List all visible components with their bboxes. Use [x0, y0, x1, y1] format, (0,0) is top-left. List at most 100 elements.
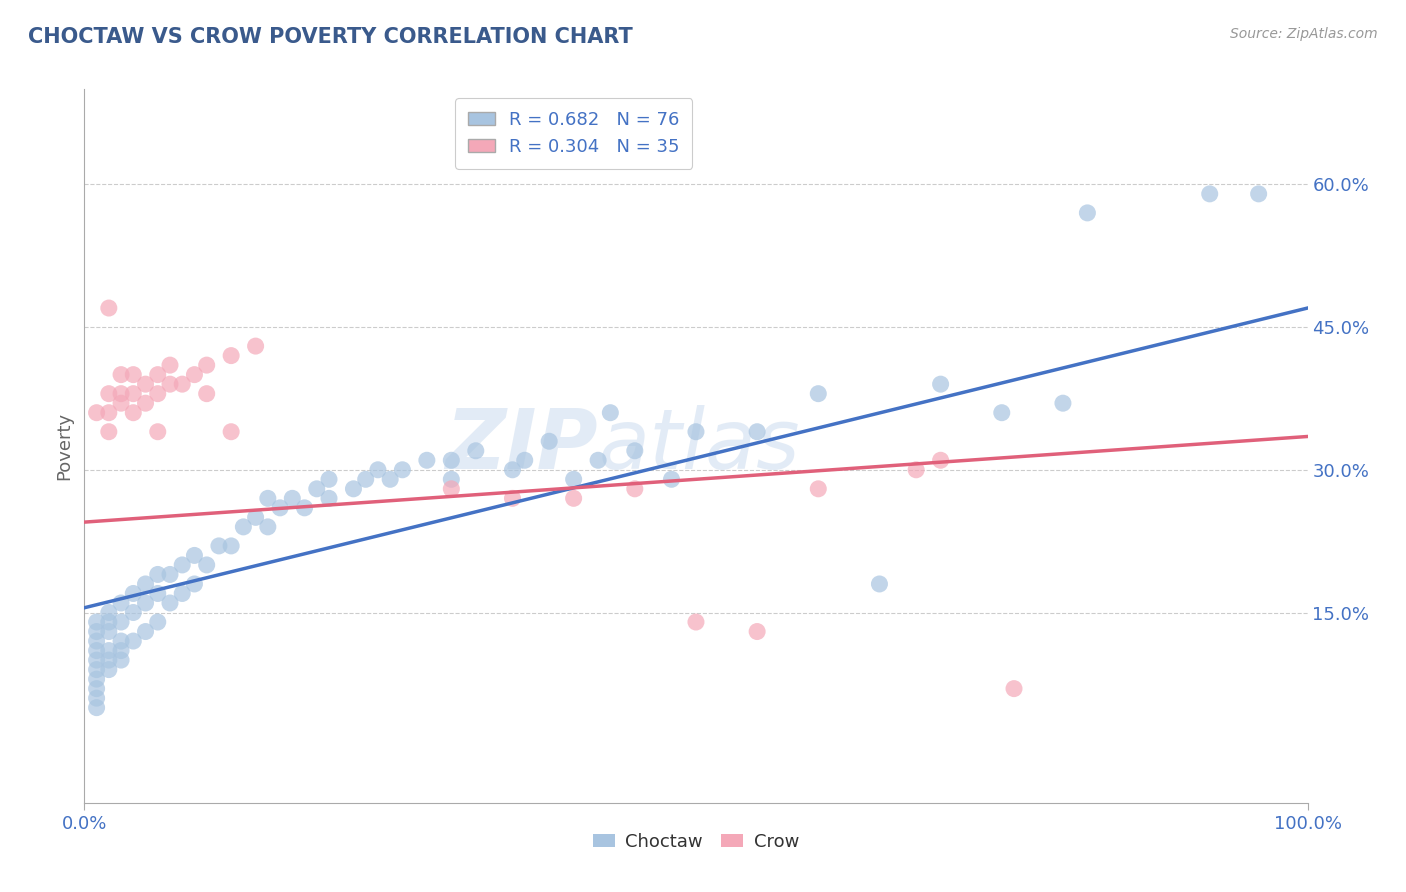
- Point: [1076, 206, 1098, 220]
- Point: [110, 396, 132, 410]
- Point: [86, 691, 108, 706]
- Point: [135, 624, 157, 639]
- Point: [86, 672, 108, 686]
- Point: [86, 643, 108, 657]
- Point: [183, 368, 205, 382]
- Point: [354, 472, 377, 486]
- Point: [86, 681, 108, 696]
- Point: [110, 615, 132, 629]
- Point: [122, 586, 145, 600]
- Point: [159, 377, 181, 392]
- Point: [110, 368, 132, 382]
- Point: [110, 386, 132, 401]
- Point: [380, 472, 402, 486]
- Point: [122, 406, 145, 420]
- Point: [440, 482, 463, 496]
- Text: CHOCTAW VS CROW POVERTY CORRELATION CHART: CHOCTAW VS CROW POVERTY CORRELATION CHAR…: [28, 27, 633, 46]
- Text: ZIP: ZIP: [446, 406, 598, 486]
- Point: [929, 453, 952, 467]
- Point: [122, 634, 145, 648]
- Point: [86, 653, 108, 667]
- Point: [97, 615, 120, 629]
- Point: [97, 425, 120, 439]
- Point: [195, 558, 218, 572]
- Point: [97, 606, 120, 620]
- Point: [183, 549, 205, 563]
- Point: [146, 368, 169, 382]
- Point: [195, 386, 218, 401]
- Point: [391, 463, 413, 477]
- Point: [685, 425, 707, 439]
- Point: [86, 624, 108, 639]
- Text: atlas: atlas: [598, 406, 800, 486]
- Point: [305, 482, 328, 496]
- Point: [159, 358, 181, 372]
- Point: [219, 349, 242, 363]
- Point: [929, 377, 952, 392]
- Point: [562, 491, 585, 506]
- Point: [1052, 396, 1074, 410]
- Point: [416, 453, 439, 467]
- Point: [110, 643, 132, 657]
- Point: [110, 596, 132, 610]
- Point: [869, 577, 891, 591]
- Point: [257, 491, 280, 506]
- Point: [97, 301, 120, 315]
- Point: [172, 586, 194, 600]
- Point: [135, 577, 157, 591]
- Point: [367, 463, 389, 477]
- Point: [172, 377, 194, 392]
- Y-axis label: Poverty: Poverty: [55, 412, 73, 480]
- Point: [807, 482, 830, 496]
- Point: [86, 700, 108, 714]
- Point: [562, 472, 585, 486]
- Point: [464, 443, 486, 458]
- Point: [135, 596, 157, 610]
- Point: [86, 406, 108, 420]
- Point: [135, 396, 157, 410]
- Point: [245, 339, 267, 353]
- Point: [1247, 186, 1270, 201]
- Point: [146, 386, 169, 401]
- Point: [159, 567, 181, 582]
- Point: [208, 539, 231, 553]
- Point: [807, 386, 830, 401]
- Point: [599, 406, 621, 420]
- Point: [685, 615, 707, 629]
- Point: [183, 577, 205, 591]
- Point: [440, 453, 463, 467]
- Point: [991, 406, 1014, 420]
- Point: [97, 653, 120, 667]
- Point: [97, 624, 120, 639]
- Point: [86, 615, 108, 629]
- Point: [269, 500, 291, 515]
- Point: [195, 358, 218, 372]
- Point: [172, 558, 194, 572]
- Point: [135, 377, 157, 392]
- Point: [86, 663, 108, 677]
- Point: [538, 434, 561, 449]
- Point: [661, 472, 683, 486]
- Point: [747, 624, 769, 639]
- Point: [245, 510, 267, 524]
- Point: [318, 472, 340, 486]
- Legend: Choctaw, Crow: Choctaw, Crow: [586, 826, 806, 858]
- Point: [257, 520, 280, 534]
- Point: [146, 615, 169, 629]
- Point: [146, 567, 169, 582]
- Point: [586, 453, 609, 467]
- Point: [513, 453, 536, 467]
- Point: [502, 491, 524, 506]
- Point: [122, 368, 145, 382]
- Point: [97, 663, 120, 677]
- Point: [146, 425, 169, 439]
- Point: [146, 586, 169, 600]
- Point: [624, 482, 647, 496]
- Point: [281, 491, 304, 506]
- Point: [97, 406, 120, 420]
- Point: [318, 491, 340, 506]
- Point: [219, 425, 242, 439]
- Point: [97, 643, 120, 657]
- Text: Source: ZipAtlas.com: Source: ZipAtlas.com: [1230, 27, 1378, 41]
- Point: [122, 606, 145, 620]
